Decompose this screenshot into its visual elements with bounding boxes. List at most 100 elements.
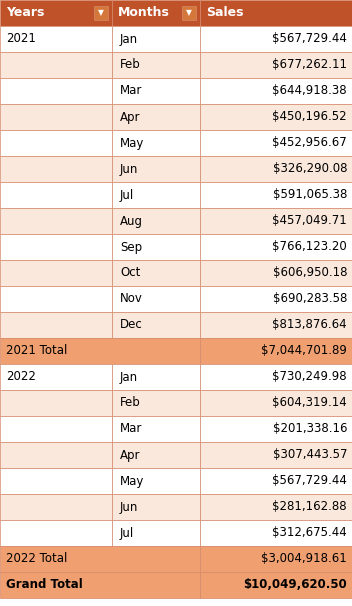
Text: $281,162.88: $281,162.88 xyxy=(272,501,347,513)
Text: Jan: Jan xyxy=(120,33,138,45)
Text: $10,049,620.50: $10,049,620.50 xyxy=(243,579,347,591)
Bar xyxy=(112,78,200,104)
Bar xyxy=(112,52,200,78)
Bar xyxy=(200,286,352,312)
Bar xyxy=(112,390,200,416)
Bar xyxy=(200,416,352,442)
Bar xyxy=(200,78,352,104)
Text: Aug: Aug xyxy=(120,215,143,227)
Bar xyxy=(112,494,200,520)
Text: $7,044,701.89: $7,044,701.89 xyxy=(261,344,347,358)
Bar xyxy=(112,130,200,156)
Bar xyxy=(112,468,200,494)
Bar xyxy=(200,520,352,546)
Bar xyxy=(200,260,352,286)
Text: Oct: Oct xyxy=(120,267,140,279)
Text: $567,729.44: $567,729.44 xyxy=(272,33,347,45)
Text: $312,675.44: $312,675.44 xyxy=(272,527,347,539)
Bar xyxy=(200,26,352,52)
Bar xyxy=(0,208,112,234)
Bar xyxy=(112,0,200,26)
Text: ▼: ▼ xyxy=(98,8,104,18)
Bar xyxy=(0,390,112,416)
Text: Apr: Apr xyxy=(120,448,140,462)
Text: $452,956.67: $452,956.67 xyxy=(272,136,347,150)
Bar xyxy=(0,0,112,26)
Bar xyxy=(0,182,112,208)
Text: $307,443.57: $307,443.57 xyxy=(272,448,347,462)
Bar xyxy=(182,6,196,20)
Bar xyxy=(112,156,200,182)
Text: $457,049.71: $457,049.71 xyxy=(272,215,347,227)
Bar xyxy=(0,416,112,442)
Bar xyxy=(0,338,200,364)
Bar xyxy=(200,364,352,390)
Text: 2022: 2022 xyxy=(6,370,36,384)
Text: $450,196.52: $450,196.52 xyxy=(272,110,347,124)
Bar xyxy=(200,390,352,416)
Text: Sep: Sep xyxy=(120,241,142,253)
Bar xyxy=(200,182,352,208)
Bar xyxy=(0,234,112,260)
Text: Feb: Feb xyxy=(120,396,141,410)
Bar xyxy=(112,286,200,312)
Bar xyxy=(200,312,352,338)
Text: Jul: Jul xyxy=(120,527,134,539)
Bar xyxy=(112,208,200,234)
Bar xyxy=(0,26,112,52)
Text: Dec: Dec xyxy=(120,319,143,331)
Bar xyxy=(200,0,352,26)
Text: Jul: Jul xyxy=(120,188,134,202)
Bar xyxy=(0,520,112,546)
Bar xyxy=(200,442,352,468)
Bar xyxy=(112,520,200,546)
Text: $766,123.20: $766,123.20 xyxy=(272,241,347,253)
Text: $567,729.44: $567,729.44 xyxy=(272,474,347,487)
Text: Sales: Sales xyxy=(206,7,244,19)
Bar xyxy=(200,494,352,520)
Bar xyxy=(0,156,112,182)
Bar xyxy=(200,338,352,364)
Text: Apr: Apr xyxy=(120,110,140,124)
Text: Years: Years xyxy=(6,7,44,19)
Bar xyxy=(112,364,200,390)
Bar xyxy=(0,104,112,130)
Bar xyxy=(200,52,352,78)
Text: $201,338.16: $201,338.16 xyxy=(272,422,347,436)
Bar xyxy=(200,572,352,598)
Bar xyxy=(112,234,200,260)
Bar xyxy=(0,78,112,104)
Bar xyxy=(0,494,112,520)
Bar xyxy=(200,156,352,182)
Text: Nov: Nov xyxy=(120,293,143,305)
Text: May: May xyxy=(120,136,144,150)
Bar xyxy=(0,572,200,598)
Bar xyxy=(0,546,200,572)
Bar xyxy=(112,416,200,442)
Text: Jun: Jun xyxy=(120,501,138,513)
Text: 2022 Total: 2022 Total xyxy=(6,553,67,565)
Bar xyxy=(112,442,200,468)
Text: Grand Total: Grand Total xyxy=(6,579,83,591)
Text: $644,918.38: $644,918.38 xyxy=(272,84,347,98)
Bar xyxy=(112,312,200,338)
Text: $677,262.11: $677,262.11 xyxy=(272,59,347,72)
Text: Months: Months xyxy=(118,7,170,19)
Text: Jun: Jun xyxy=(120,162,138,176)
Bar xyxy=(0,442,112,468)
Bar xyxy=(200,208,352,234)
Text: $813,876.64: $813,876.64 xyxy=(272,319,347,331)
Text: ▼: ▼ xyxy=(186,8,192,18)
Text: Feb: Feb xyxy=(120,59,141,72)
Bar xyxy=(0,286,112,312)
Bar xyxy=(0,364,112,390)
Bar xyxy=(112,26,200,52)
Bar xyxy=(200,130,352,156)
Text: $326,290.08: $326,290.08 xyxy=(272,162,347,176)
Bar xyxy=(0,130,112,156)
Bar xyxy=(112,260,200,286)
Bar xyxy=(200,468,352,494)
Bar xyxy=(94,6,108,20)
Text: 2021: 2021 xyxy=(6,33,36,45)
Text: $730,249.98: $730,249.98 xyxy=(272,370,347,384)
